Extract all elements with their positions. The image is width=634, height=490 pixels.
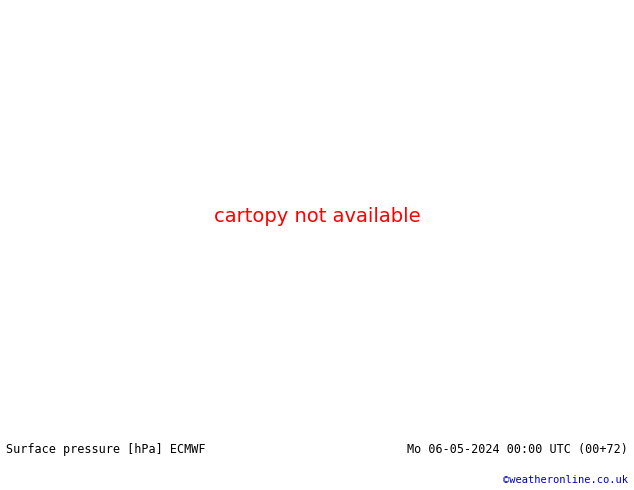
Text: Mo 06-05-2024 00:00 UTC (00+72): Mo 06-05-2024 00:00 UTC (00+72) — [407, 443, 628, 456]
Text: Surface pressure [hPa] ECMWF: Surface pressure [hPa] ECMWF — [6, 443, 206, 456]
Text: ©weatheronline.co.uk: ©weatheronline.co.uk — [503, 475, 628, 485]
Text: cartopy not available: cartopy not available — [214, 207, 420, 226]
